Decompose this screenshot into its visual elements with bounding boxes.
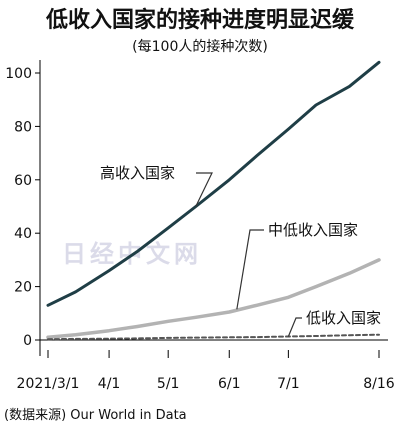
high-income-label: 高收入国家 xyxy=(100,164,175,182)
x-tick-label: 4/1 xyxy=(98,376,121,392)
x-tick-label: 6/1 xyxy=(218,376,241,392)
source-note: (数据来源) Our World in Data xyxy=(4,408,187,423)
y-tick-label: 40 xyxy=(14,226,32,242)
watermark: 日经中文网 xyxy=(62,240,202,268)
y-tick-label: 100 xyxy=(5,66,32,82)
y-tick-label: 0 xyxy=(23,333,32,349)
x-tick-label: 5/1 xyxy=(157,376,180,392)
series-line-lower-middle-income xyxy=(46,258,381,340)
lower-middle-income-label: 中低收入国家 xyxy=(268,221,358,239)
x-tick-label: 2021/3/1 xyxy=(17,376,80,392)
series-line-high-income xyxy=(46,60,381,307)
y-tick-label: 80 xyxy=(14,119,32,135)
y-tick-label: 20 xyxy=(14,280,32,296)
y-tick-label: 60 xyxy=(14,173,32,189)
x-tick-label: 7/1 xyxy=(277,376,300,392)
low-income-leader-line xyxy=(287,317,302,337)
chart-subtitle: (每100人的接种次数) xyxy=(132,39,268,55)
low-income-label: 低收入国家 xyxy=(306,309,381,327)
x-tick-label: 8/16 xyxy=(363,376,395,392)
lower-middle-income-leader-line xyxy=(236,229,264,310)
chart-title: 低收入国家的接种进度明显迟缓 xyxy=(45,8,354,33)
series-line-low-income xyxy=(47,333,380,341)
high-income-leader-line xyxy=(195,172,213,207)
